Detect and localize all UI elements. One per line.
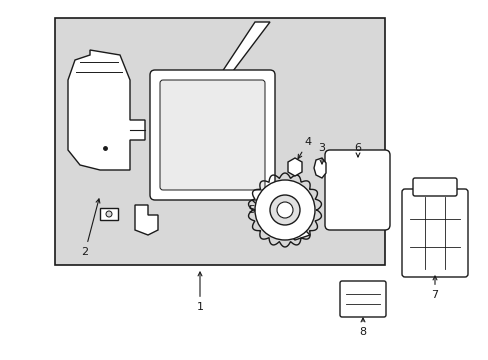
PathPatch shape bbox=[135, 205, 158, 235]
Text: 2: 2 bbox=[81, 199, 100, 257]
Text: 5: 5 bbox=[248, 205, 255, 215]
Polygon shape bbox=[249, 195, 309, 240]
PathPatch shape bbox=[68, 50, 145, 170]
Text: 1: 1 bbox=[196, 272, 203, 312]
Text: 4: 4 bbox=[298, 137, 311, 158]
Circle shape bbox=[276, 202, 292, 218]
Text: 6: 6 bbox=[354, 143, 361, 157]
Circle shape bbox=[106, 211, 112, 217]
FancyBboxPatch shape bbox=[325, 150, 389, 230]
PathPatch shape bbox=[313, 158, 325, 178]
FancyBboxPatch shape bbox=[160, 80, 264, 190]
FancyBboxPatch shape bbox=[401, 189, 467, 277]
FancyBboxPatch shape bbox=[150, 70, 274, 200]
Polygon shape bbox=[220, 22, 269, 75]
Text: 7: 7 bbox=[430, 276, 438, 300]
Text: 3: 3 bbox=[318, 143, 325, 164]
FancyBboxPatch shape bbox=[412, 178, 456, 196]
PathPatch shape bbox=[287, 158, 302, 176]
PathPatch shape bbox=[100, 208, 118, 220]
FancyBboxPatch shape bbox=[339, 281, 385, 317]
Circle shape bbox=[254, 180, 314, 240]
Text: 8: 8 bbox=[359, 318, 366, 337]
Bar bbox=[55, 18, 384, 265]
Circle shape bbox=[269, 195, 299, 225]
